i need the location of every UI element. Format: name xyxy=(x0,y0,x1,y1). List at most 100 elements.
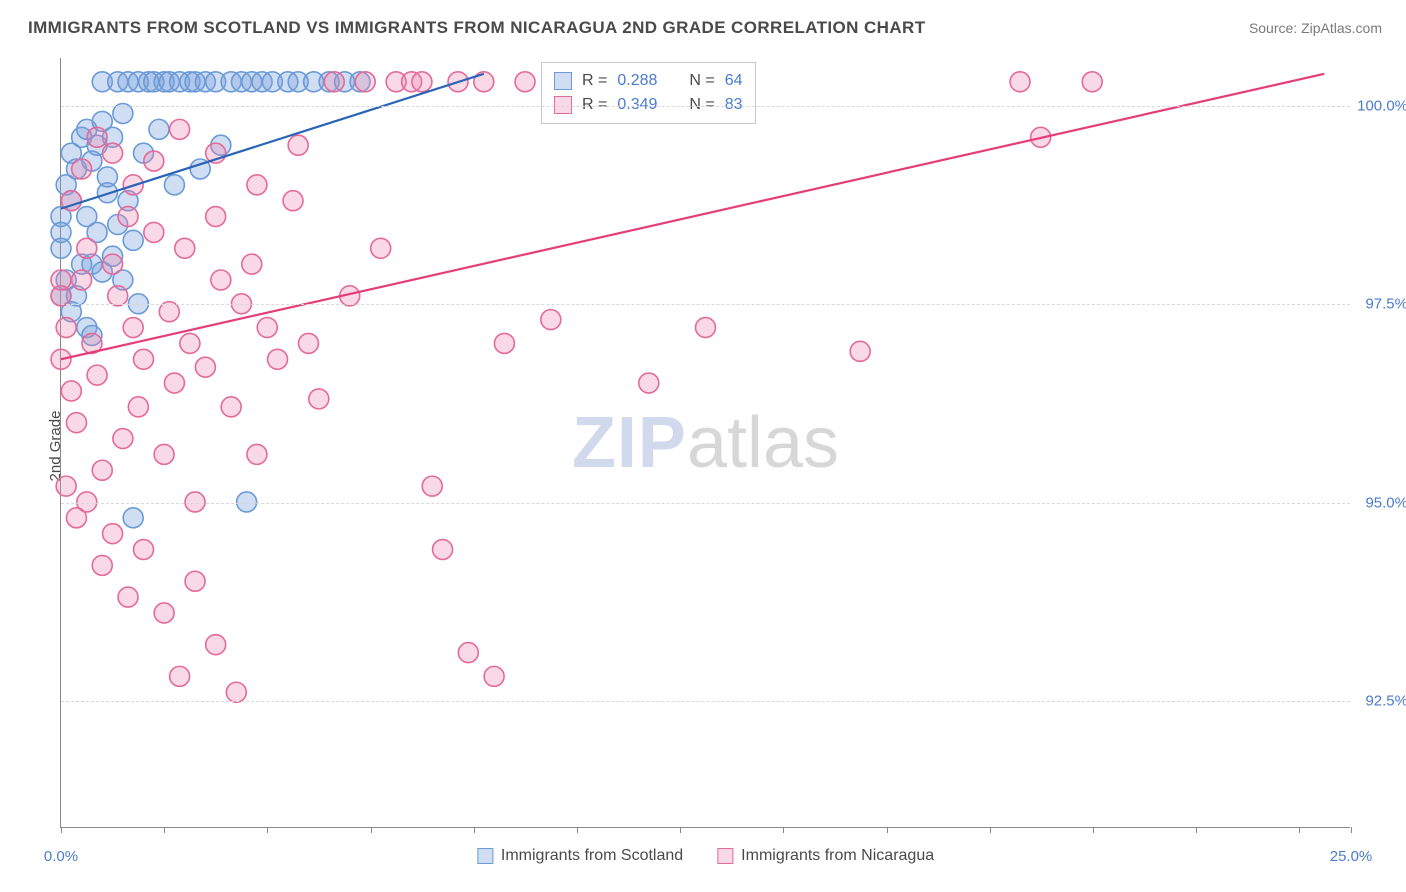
legend-item-scotland: Immigrants from Scotland xyxy=(477,847,683,865)
data-point-nicaragua xyxy=(288,135,308,155)
legend-series-name: Immigrants from Nicaragua xyxy=(741,847,934,865)
x-tick xyxy=(887,827,888,833)
data-point-nicaragua xyxy=(113,429,133,449)
data-point-nicaragua xyxy=(257,318,277,338)
data-point-nicaragua xyxy=(164,373,184,393)
data-point-nicaragua xyxy=(221,397,241,417)
data-point-scotland xyxy=(149,119,169,139)
data-point-nicaragua xyxy=(56,318,76,338)
data-point-nicaragua xyxy=(185,571,205,591)
legend-series-name: Immigrants from Scotland xyxy=(501,847,683,865)
correlation-legend: R =0.288N =64R =0.349N =83 xyxy=(541,62,756,124)
data-point-nicaragua xyxy=(242,254,262,274)
data-point-nicaragua xyxy=(180,333,200,353)
legend-r-value: 0.288 xyxy=(617,69,657,93)
x-tick-label: 25.0% xyxy=(1330,848,1373,865)
x-tick xyxy=(1093,827,1094,833)
data-point-nicaragua xyxy=(458,643,478,663)
source-value: ZipAtlas.com xyxy=(1301,20,1382,36)
x-tick xyxy=(577,827,578,833)
data-point-nicaragua xyxy=(92,555,112,575)
data-point-nicaragua xyxy=(56,476,76,496)
x-tick xyxy=(783,827,784,833)
data-point-nicaragua xyxy=(226,682,246,702)
data-point-nicaragua xyxy=(371,238,391,258)
data-point-nicaragua xyxy=(72,270,92,290)
data-point-nicaragua xyxy=(195,357,215,377)
x-tick xyxy=(164,827,165,833)
data-point-nicaragua xyxy=(283,191,303,211)
y-tick-label: 92.5% xyxy=(1356,692,1406,709)
data-point-nicaragua xyxy=(639,373,659,393)
x-tick xyxy=(267,827,268,833)
x-tick xyxy=(1351,827,1352,833)
grid-line xyxy=(61,304,1350,305)
data-point-nicaragua xyxy=(154,603,174,623)
data-point-nicaragua xyxy=(77,238,97,258)
chart-title: IMMIGRANTS FROM SCOTLAND VS IMMIGRANTS F… xyxy=(28,18,925,38)
data-point-nicaragua xyxy=(309,389,329,409)
data-point-nicaragua xyxy=(61,381,81,401)
data-point-nicaragua xyxy=(87,127,107,147)
data-point-nicaragua xyxy=(206,635,226,655)
y-tick-label: 97.5% xyxy=(1356,296,1406,313)
data-point-nicaragua xyxy=(144,222,164,242)
data-point-nicaragua xyxy=(422,476,442,496)
grid-line xyxy=(61,503,1350,504)
data-point-nicaragua xyxy=(1082,72,1102,92)
source-label: Source: xyxy=(1249,20,1301,36)
data-point-nicaragua xyxy=(103,524,123,544)
data-point-nicaragua xyxy=(433,540,453,560)
data-point-nicaragua xyxy=(484,666,504,686)
data-point-scotland xyxy=(123,230,143,250)
x-tick xyxy=(474,827,475,833)
source-attribution: Source: ZipAtlas.com xyxy=(1249,20,1382,36)
x-tick xyxy=(61,827,62,833)
legend-n-label: N = xyxy=(689,69,714,93)
data-point-nicaragua xyxy=(92,460,112,480)
data-point-nicaragua xyxy=(134,540,154,560)
chart-svg xyxy=(61,58,1350,827)
x-tick xyxy=(990,827,991,833)
data-point-nicaragua xyxy=(72,159,92,179)
data-point-nicaragua xyxy=(128,397,148,417)
legend-row-scotland: R =0.288N =64 xyxy=(554,69,743,93)
data-point-scotland xyxy=(123,508,143,528)
data-point-nicaragua xyxy=(206,207,226,227)
grid-line xyxy=(61,701,1350,702)
data-point-nicaragua xyxy=(51,270,71,290)
y-tick-label: 95.0% xyxy=(1356,494,1406,511)
x-tick xyxy=(1196,827,1197,833)
data-point-scotland xyxy=(164,175,184,195)
x-tick-label: 0.0% xyxy=(44,848,78,865)
data-point-nicaragua xyxy=(324,72,344,92)
data-point-nicaragua xyxy=(515,72,535,92)
data-point-nicaragua xyxy=(103,254,123,274)
data-point-nicaragua xyxy=(247,175,267,195)
legend-item-nicaragua: Immigrants from Nicaragua xyxy=(717,847,934,865)
data-point-nicaragua xyxy=(154,444,174,464)
data-point-nicaragua xyxy=(66,413,86,433)
legend-swatch xyxy=(554,72,572,90)
x-tick xyxy=(371,827,372,833)
data-point-nicaragua xyxy=(118,207,138,227)
data-point-nicaragua xyxy=(103,143,123,163)
data-point-nicaragua xyxy=(134,349,154,369)
trend-line-scotland xyxy=(61,74,484,209)
data-point-nicaragua xyxy=(118,587,138,607)
series-legend: Immigrants from Scotland Immigrants from … xyxy=(477,847,934,865)
legend-swatch xyxy=(477,848,493,864)
data-point-nicaragua xyxy=(541,310,561,330)
data-point-nicaragua xyxy=(1010,72,1030,92)
data-point-nicaragua xyxy=(494,333,514,353)
grid-line xyxy=(61,106,1350,107)
data-point-nicaragua xyxy=(170,666,190,686)
data-point-nicaragua xyxy=(850,341,870,361)
data-point-nicaragua xyxy=(170,119,190,139)
legend-r-label: R = xyxy=(582,69,607,93)
y-tick-label: 100.0% xyxy=(1356,97,1406,114)
x-tick xyxy=(1299,827,1300,833)
legend-swatch xyxy=(717,848,733,864)
plot-area: ZIPatlas R =0.288N =64R =0.349N =83 Immi… xyxy=(60,58,1350,828)
data-point-nicaragua xyxy=(211,270,231,290)
